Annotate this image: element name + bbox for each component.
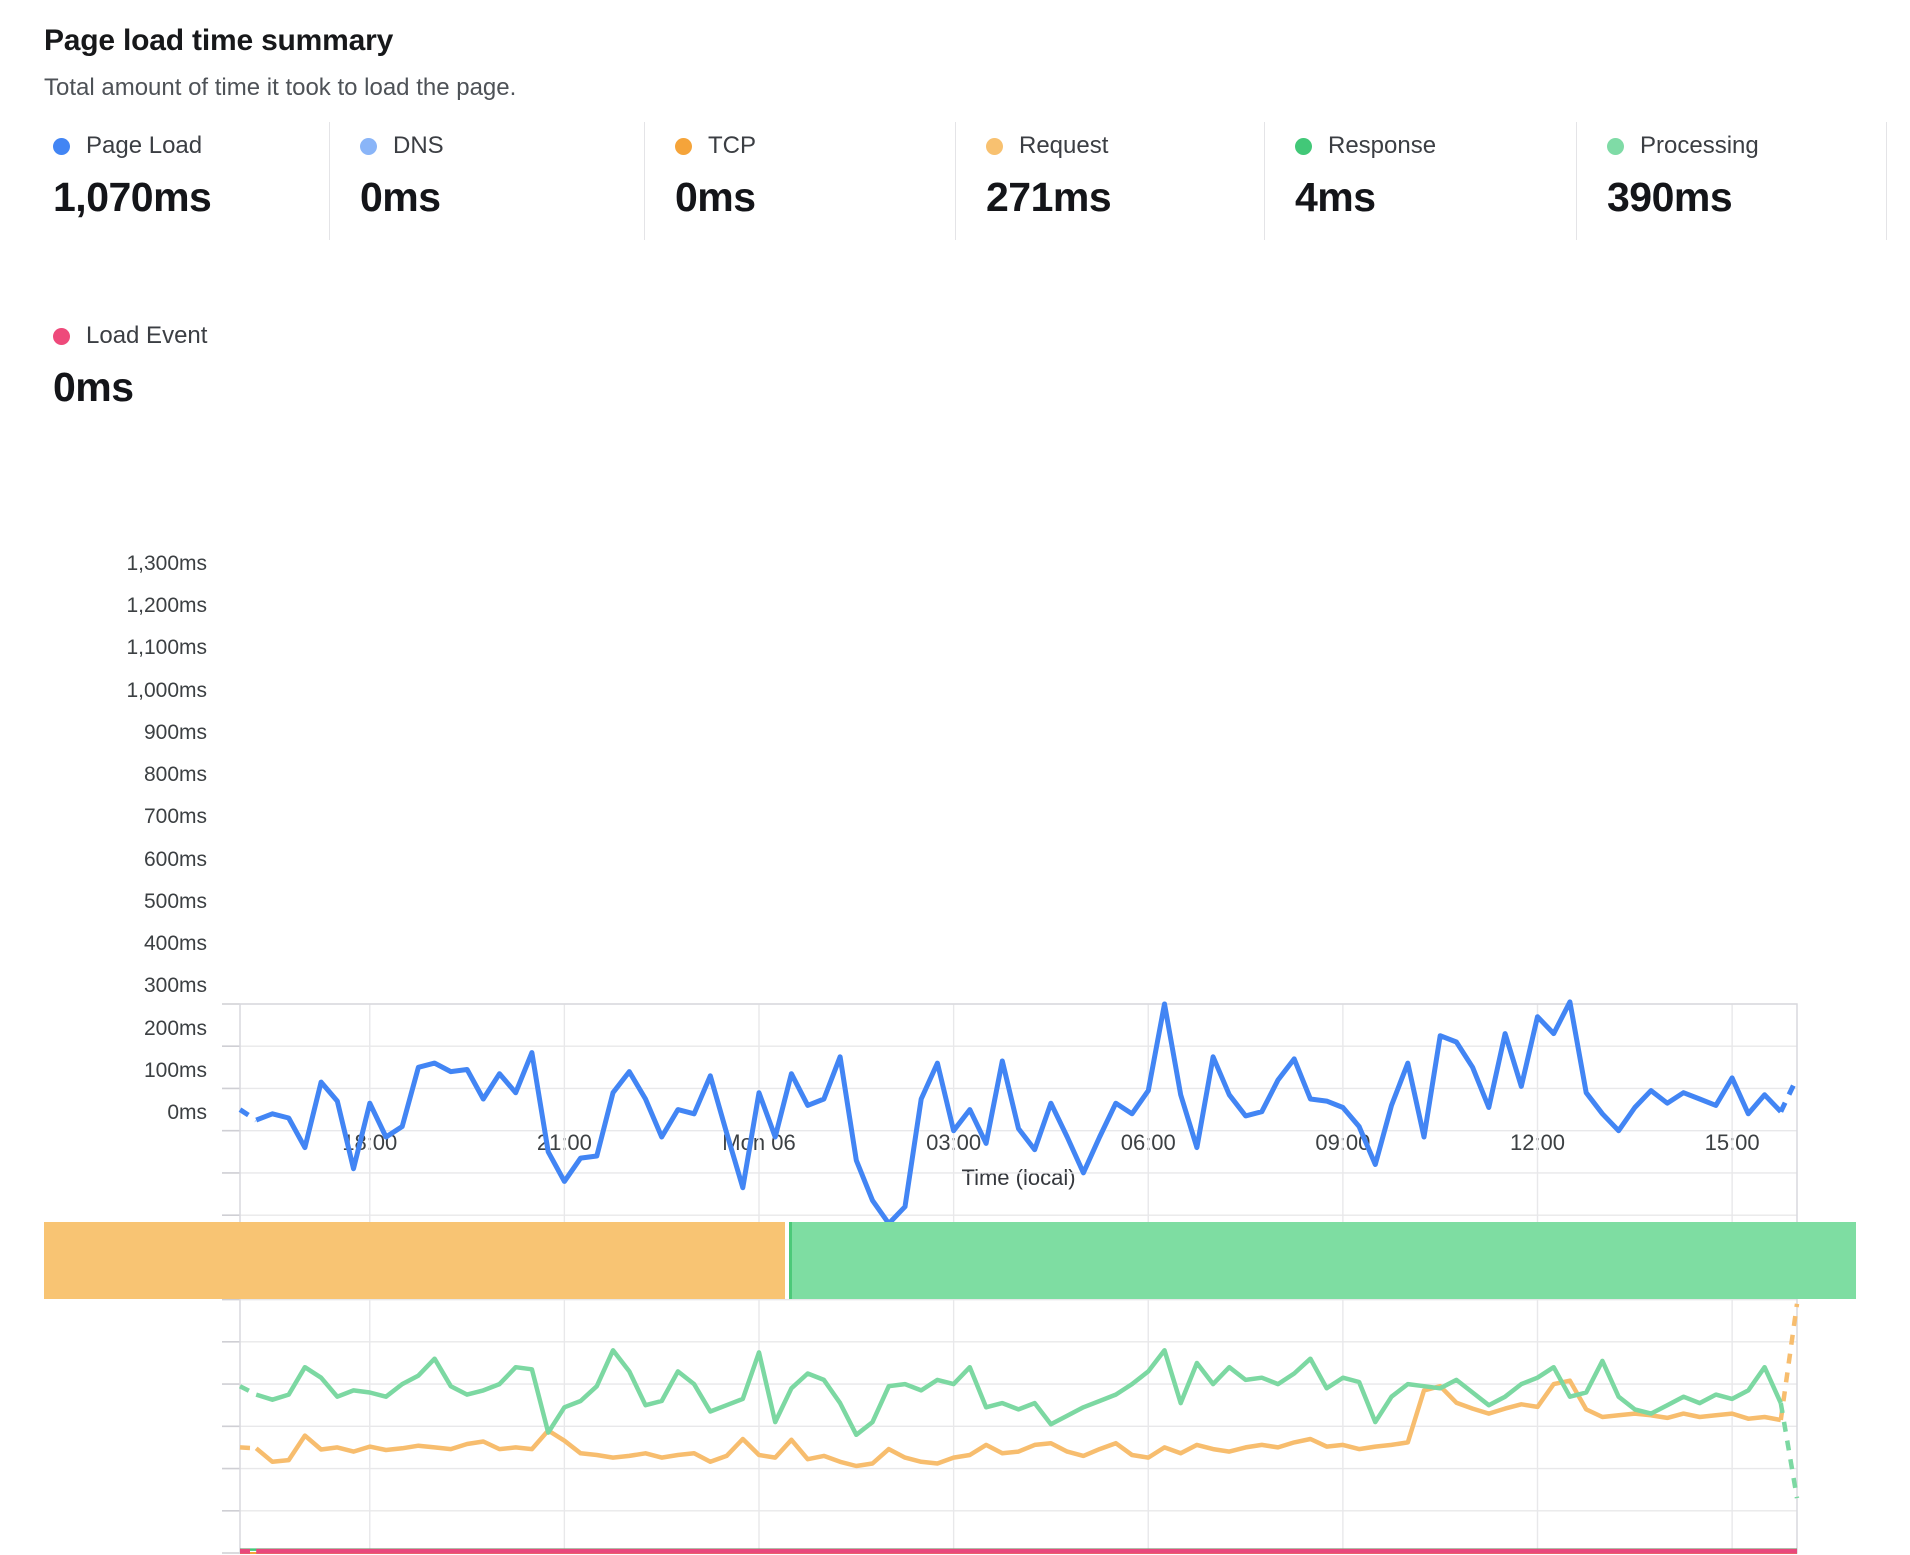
- y-axis-label: 500ms: [143, 889, 207, 913]
- stat-value: 0ms: [53, 364, 134, 410]
- request-dot-icon: [986, 137, 1003, 155]
- stat-value: 1,070ms: [53, 174, 212, 220]
- y-axis-label: 200ms: [143, 1016, 207, 1040]
- page-title: Page load time summary: [44, 24, 394, 57]
- page-load-dot-icon: [53, 137, 70, 155]
- stat-tcp[interactable]: TCP 0ms: [645, 122, 956, 240]
- series-request: [254, 1378, 1782, 1469]
- stat-value: 271ms: [986, 174, 1112, 220]
- stat-page-load[interactable]: Page Load 1,070ms: [44, 122, 330, 240]
- y-axis-label: 300ms: [143, 974, 207, 998]
- y-axis-label: 800ms: [143, 763, 207, 787]
- page-load-time-chart[interactable]: 0ms 100ms 200ms 300ms 400ms 500ms 600ms 700ms 80…: [0, 440, 1910, 1554]
- series-request-dashed: [1778, 1303, 1800, 1421]
- page-load-summary-panel: Page load time summary Total amount of t…: [0, 24, 1910, 1554]
- stat-response[interactable]: Response 4ms: [1265, 122, 1577, 240]
- y-axis-label: 700ms: [143, 805, 207, 829]
- stat-label: Load Event: [86, 322, 208, 349]
- y-axis-label: 400ms: [143, 932, 207, 956]
- load-event-dot-icon: [53, 327, 70, 345]
- y-axis-label: 100ms: [143, 1058, 207, 1082]
- y-axis-label: 1,100ms: [126, 636, 207, 660]
- stat-load-event[interactable]: Load Event 0ms: [44, 322, 207, 411]
- processing-dot-icon: [1607, 137, 1624, 155]
- stat-processing[interactable]: Processing 390ms: [1577, 122, 1887, 240]
- tcp-dot-icon: [675, 137, 692, 155]
- stat-value: 4ms: [1295, 174, 1376, 220]
- stat-label: TCP: [708, 132, 756, 159]
- x-axis-title: Time (local): [961, 1165, 1076, 1190]
- series-page_load-dashed: [1778, 1076, 1800, 1113]
- metrics-legend-row: Page Load 1,070ms DNS 0ms TCP 0ms Reques…: [44, 122, 1887, 240]
- page-subtitle: Total amount of time it took to load the…: [44, 74, 517, 101]
- dns-dot-icon: [360, 137, 377, 155]
- brush-segment-processing[interactable]: [792, 1222, 1856, 1299]
- y-axis-label: 0ms: [167, 1101, 207, 1124]
- brush-gap: [785, 1222, 790, 1299]
- series-processing: [255, 1348, 1783, 1438]
- brush-segment-request[interactable]: [44, 1222, 786, 1299]
- stat-label: Request: [1019, 132, 1109, 159]
- stat-value: 390ms: [1607, 174, 1733, 220]
- stat-label: Page Load: [86, 132, 203, 159]
- y-axis-label: 1,300ms: [126, 552, 207, 575]
- y-axis-label: 900ms: [143, 720, 207, 744]
- stat-request[interactable]: Request 271ms: [956, 122, 1265, 240]
- series-request-dashed: [239, 1445, 257, 1451]
- y-axis-label: 600ms: [143, 847, 207, 871]
- response-dot-icon: [1295, 137, 1312, 155]
- y-axis-label: 1,200ms: [126, 594, 207, 618]
- timeline-brush-bar[interactable]: [44, 1222, 1856, 1299]
- stat-value: 0ms: [360, 174, 441, 220]
- stat-value: 0ms: [675, 174, 756, 220]
- stat-label: Response: [1328, 132, 1437, 159]
- stat-dns[interactable]: DNS 0ms: [330, 122, 645, 240]
- series-page_load-dashed: [238, 1107, 258, 1123]
- stat-label: Processing: [1640, 132, 1759, 159]
- y-axis-label: 1,000ms: [126, 678, 207, 702]
- stat-label: DNS: [393, 132, 444, 159]
- series-page_load: [255, 999, 1783, 1227]
- brush-divider-handle[interactable]: [789, 1222, 793, 1299]
- series-processing-dashed: [238, 1384, 258, 1397]
